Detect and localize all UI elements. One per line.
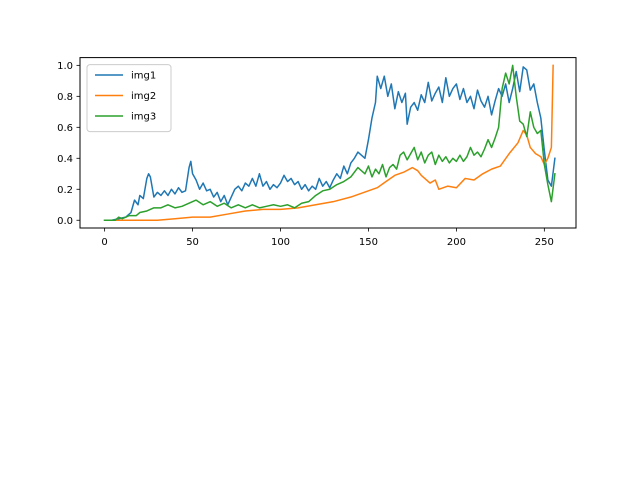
y-tick-label: 0.8	[57, 92, 73, 103]
y-tick-label: 1.0	[57, 61, 73, 72]
y-tick-label: 0.4	[57, 154, 73, 165]
series-line-img3	[103, 64, 556, 221]
legend-label-img2: img2	[131, 91, 156, 102]
y-tick-label: 0.0	[57, 216, 73, 227]
y-axis: 0.0 0.2 0.4 0.6 0.8 1.0	[57, 61, 80, 227]
axes-frame	[79, 57, 577, 229]
legend: img1 img2 img3	[86, 64, 172, 133]
series-layer	[103, 64, 556, 221]
legend-entries: img1 img2 img3	[95, 71, 156, 123]
x-tick-label: 200	[447, 237, 466, 248]
x-tick-label: 50	[186, 237, 199, 248]
series-line-img1	[103, 66, 556, 221]
x-axis: 0 50 100 150 200 250	[101, 228, 554, 248]
legend-label-img3: img3	[131, 112, 156, 123]
legend-box	[86, 64, 172, 133]
y-tick-label: 0.2	[57, 185, 73, 196]
x-tick-label: 250	[535, 237, 554, 248]
x-tick-label: 0	[101, 237, 107, 248]
x-tick-label: 100	[271, 237, 290, 248]
x-tick-label: 150	[359, 237, 378, 248]
plot-area: 0 50 100 150 200 250 0.0 0.2 0.4 0.6 0.8 1.0	[57, 57, 577, 248]
legend-label-img1: img1	[131, 71, 156, 82]
y-tick-label: 0.6	[57, 123, 73, 134]
